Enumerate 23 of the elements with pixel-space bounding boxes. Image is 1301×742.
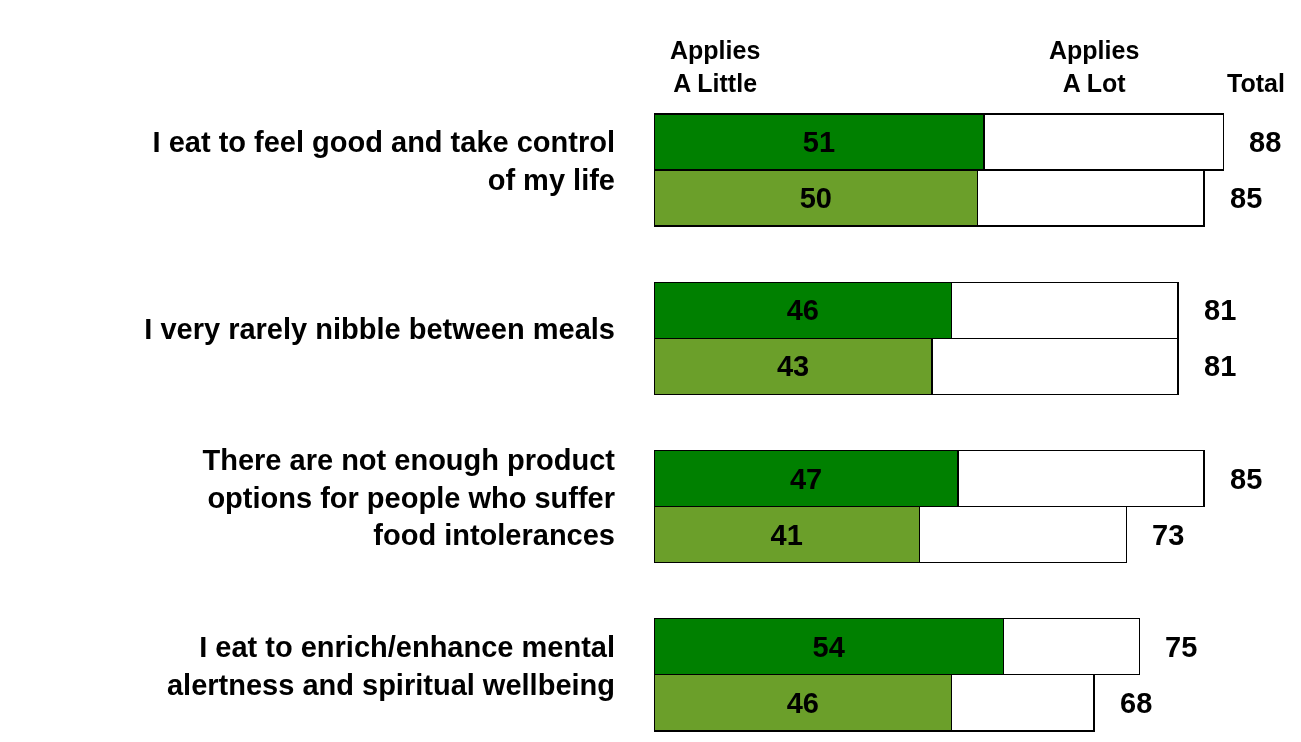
total-label: 85: [1230, 182, 1263, 214]
data-label: 50: [799, 182, 832, 215]
total-label: 68: [1120, 687, 1153, 719]
text: Total: [1227, 69, 1285, 97]
total-label: 81: [1204, 350, 1237, 382]
y-tick-label: I eat to feel good and take control of my life: [152, 126, 615, 196]
y-tick-label: I eat to enrich/enhance mental alertness and spiritual wellbeing: [166, 630, 615, 701]
total-label: 75: [1165, 631, 1198, 663]
total-label: 88: [1249, 126, 1282, 158]
total-label: 85: [1230, 463, 1263, 495]
data-label: 46: [786, 294, 819, 327]
y-tick-label: I very rarely nibble between meals: [144, 313, 615, 346]
data-label: 51: [802, 126, 836, 159]
data-label: 54: [812, 630, 845, 663]
series-label: Applies A Lot: [1049, 36, 1140, 97]
data-label: 46: [786, 686, 819, 719]
data-label: 41: [770, 518, 803, 551]
data-label: 47: [789, 462, 823, 495]
total-label: 73: [1152, 519, 1185, 551]
y-tick-label: There are not enough product options for people who suffer food intolerances: [202, 443, 616, 552]
data-label: 43: [776, 350, 810, 383]
total-label: 81: [1204, 294, 1237, 326]
series-label: Applies A Little: [670, 36, 761, 97]
